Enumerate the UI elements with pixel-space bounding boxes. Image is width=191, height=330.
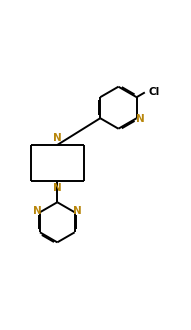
Text: N: N [73,206,82,216]
Text: N: N [136,114,144,124]
Text: Cl: Cl [148,87,159,97]
Text: N: N [33,206,41,216]
Text: N: N [53,183,62,193]
Text: N: N [53,133,62,144]
